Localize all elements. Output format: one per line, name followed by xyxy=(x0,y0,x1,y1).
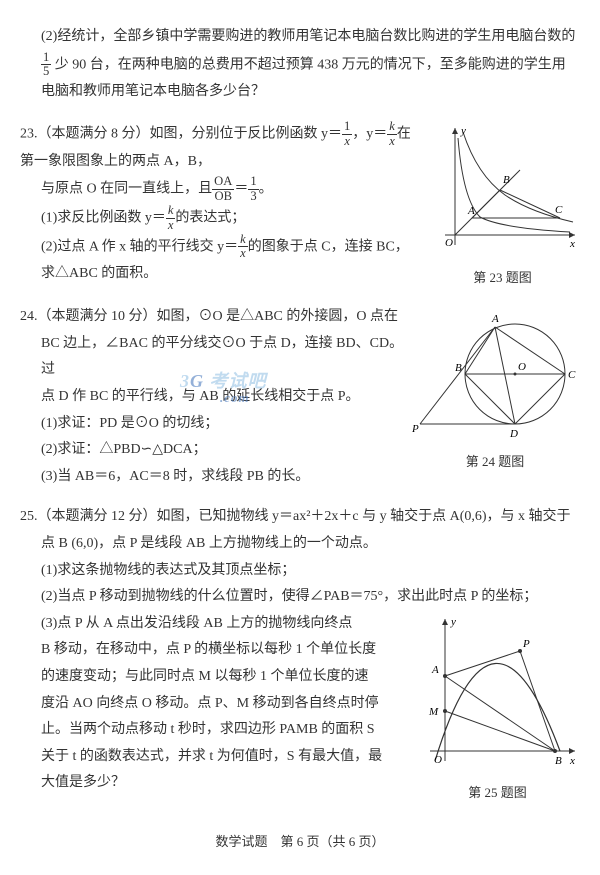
q23-h1: 23.（本题满分 8 分）如图，分别位于反比例函数 y＝ xyxy=(20,126,342,141)
q23-h2: ，y＝ xyxy=(352,126,387,141)
q23-svg: A B C O x y xyxy=(425,120,580,255)
svg-text:x: x xyxy=(569,238,575,250)
svg-text:A: A xyxy=(467,205,475,217)
q25-l2: 点 B (6,0)，点 P 是线段 AB 上方抛物线上的一个动点。 xyxy=(41,531,580,558)
svg-text:P: P xyxy=(522,638,530,650)
frac-1-5: 15 xyxy=(41,51,51,80)
q23-caption: 第 23 题图 xyxy=(425,266,580,291)
svg-text:P: P xyxy=(411,423,419,435)
q23-p2: (2)过点 A 作 x 轴的平行线交 y＝ xyxy=(41,239,238,254)
q22-part2: (2)经统计，全部乡镇中学需要购进的教师用笔记本电脑台数比购进的学生用电脑台数的… xyxy=(20,24,580,106)
svg-text:C: C xyxy=(555,204,563,216)
q24-caption: 第 24 题图 xyxy=(410,450,580,475)
q23-figure: A B C O x y 第 23 题图 xyxy=(425,120,580,290)
svg-text:A: A xyxy=(431,664,439,676)
q24: 3G 考试吧 .com A B C D O P 第 24 题图 24.（本题满分… xyxy=(20,304,580,490)
frac-OA-OB: OAOB xyxy=(212,175,234,204)
svg-text:y: y xyxy=(460,125,466,137)
svg-text:D: D xyxy=(509,428,518,439)
svg-text:O: O xyxy=(518,361,526,373)
svg-text:C: C xyxy=(568,369,576,381)
q25-caption: 第 25 题图 xyxy=(415,781,580,806)
frac-k-x-1: kx xyxy=(387,120,397,149)
q23-p1b: 的表达式； xyxy=(175,210,245,225)
q23-l2b: ＝ xyxy=(234,182,248,197)
svg-text:x: x xyxy=(569,755,575,767)
svg-text:B: B xyxy=(555,755,562,767)
frac-k-x-2: kx xyxy=(166,204,176,233)
svg-text:B: B xyxy=(503,174,510,186)
svg-text:M: M xyxy=(428,706,439,718)
q23-l2c: 。 xyxy=(259,182,273,197)
q23-l2a: 与原点 O 在同一直线上，且 xyxy=(41,182,212,197)
q25-figure: A M P B O x y 第 25 题图 xyxy=(415,611,580,806)
q24-figure: A B C D O P 第 24 题图 xyxy=(410,304,580,474)
svg-text:y: y xyxy=(450,616,456,628)
q22-p2-text2: 少 90 台，在两种电脑的总费用不超过预算 438 万元的情况下，至多能购进的学… xyxy=(55,57,566,72)
frac-1-x: 1x xyxy=(342,120,352,149)
q25-svg: A M P B O x y xyxy=(415,611,580,771)
q22-p2-text1: (2)经统计，全部乡镇中学需要购进的教师用笔记本电脑台数比购进的学生用电脑台数的 xyxy=(41,29,575,44)
svg-text:B: B xyxy=(455,362,462,374)
frac-k-x-3: kx xyxy=(238,233,248,262)
svg-text:O: O xyxy=(434,754,442,766)
q25-h: 25.（本题满分 12 分）如图，已知抛物线 y＝ax²＋2x＋c 与 y 轴交… xyxy=(20,504,580,531)
q25-p1: (1)求这条抛物线的表达式及其顶点坐标； xyxy=(41,558,580,585)
svg-text:A: A xyxy=(491,313,499,325)
q25-p2: (2)当点 P 移动到抛物线的什么位置时，使得∠PAB＝75°，求出此时点 P … xyxy=(41,584,580,611)
q23-p2b: 的图象于点 C，连接 BC， xyxy=(248,239,409,254)
q22-p2-text3: 电脑和教师用笔记本电脑各多少台？ xyxy=(41,84,265,99)
frac-1-3: 13 xyxy=(248,175,258,204)
q23: A B C O x y 第 23 题图 23.（本题满分 8 分）如图，分别位于… xyxy=(20,120,580,290)
q24-svg: A B C D O P xyxy=(410,304,580,439)
page-footer: 数学试题 第 6 页（共 6 页） xyxy=(20,830,580,855)
svg-text:O: O xyxy=(445,237,453,249)
q25: 25.（本题满分 12 分）如图，已知抛物线 y＝ax²＋2x＋c 与 y 轴交… xyxy=(20,504,580,806)
q23-p1: (1)求反比例函数 y＝ xyxy=(41,210,166,225)
